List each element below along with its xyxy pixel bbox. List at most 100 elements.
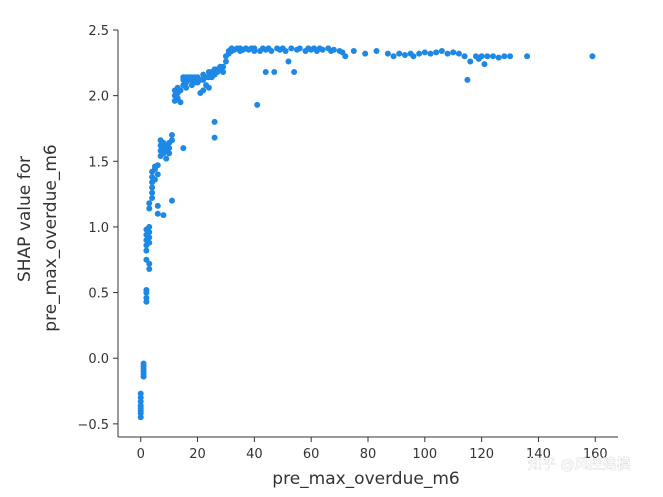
- data-point: [160, 212, 167, 219]
- data-point: [384, 50, 391, 57]
- data-point: [166, 145, 173, 152]
- data-point: [438, 48, 445, 55]
- x-tick-label: 20: [189, 447, 206, 462]
- data-point: [220, 63, 227, 70]
- y-tick-label: 1.5: [88, 155, 109, 170]
- data-point: [177, 99, 184, 106]
- data-point: [180, 145, 187, 152]
- data-point: [211, 134, 218, 141]
- data-point: [140, 360, 147, 367]
- data-point: [154, 202, 161, 209]
- data-point: [495, 54, 502, 61]
- data-point: [154, 171, 161, 178]
- y-tick-label: 2.5: [88, 24, 109, 39]
- y-ticks: −0.5 0.0 0.5 1.0 1.5 2.0 2.5: [77, 24, 118, 433]
- y-tick-label: 1.0: [88, 221, 109, 236]
- data-point: [455, 50, 462, 57]
- data-point: [416, 50, 423, 57]
- data-point: [254, 101, 261, 108]
- data-point: [220, 69, 227, 76]
- data-point: [319, 46, 326, 53]
- data-point: [143, 294, 150, 301]
- data-point: [427, 50, 434, 57]
- x-axis-title: pre_max_overdue_m6: [272, 469, 459, 489]
- data-point: [410, 53, 417, 60]
- data-point: [149, 184, 156, 191]
- data-point: [211, 118, 218, 125]
- data-point: [143, 247, 150, 254]
- data-point: [401, 51, 408, 58]
- data-point: [490, 53, 496, 60]
- y-axis-title-line-2: pre_max_overdue_m6: [41, 144, 61, 331]
- data-point: [362, 50, 369, 57]
- data-point: [168, 132, 175, 139]
- data-point: [282, 48, 289, 55]
- data-point: [268, 48, 275, 55]
- x-tick-label: 60: [303, 447, 320, 462]
- data-point: [146, 229, 153, 236]
- data-point: [146, 200, 153, 207]
- points-layer: [137, 45, 596, 421]
- data-point: [501, 53, 508, 60]
- x-ticks: 0 20 40 60 80 100 120 140 160: [137, 437, 608, 462]
- x-tick-label: 140: [526, 447, 551, 462]
- data-point: [288, 45, 295, 52]
- data-point: [262, 69, 269, 76]
- data-point: [163, 155, 170, 162]
- data-point: [222, 58, 229, 65]
- data-point: [296, 45, 303, 52]
- x-tick-label: 160: [583, 447, 608, 462]
- data-point: [433, 49, 440, 56]
- data-point: [177, 87, 184, 94]
- data-point: [151, 176, 158, 183]
- y-tick-label: 0.0: [88, 352, 109, 367]
- data-point: [149, 195, 156, 202]
- data-point: [390, 53, 397, 60]
- y-tick-label: 0.5: [88, 287, 109, 302]
- data-point: [342, 53, 349, 60]
- data-point: [291, 69, 298, 76]
- data-point: [146, 234, 153, 241]
- data-point: [464, 76, 471, 83]
- data-point: [507, 53, 514, 60]
- data-point: [484, 53, 491, 60]
- data-point: [154, 162, 161, 169]
- data-point: [461, 53, 468, 60]
- data-point: [146, 223, 153, 230]
- y-axis-title-line-1: SHAP value for: [15, 156, 35, 282]
- data-point: [251, 45, 258, 52]
- x-tick-label: 80: [360, 447, 377, 462]
- y-tick-label: −0.5: [77, 418, 109, 433]
- x-tick-label: 40: [246, 447, 263, 462]
- data-point: [467, 58, 474, 65]
- data-point: [350, 48, 357, 55]
- data-point: [330, 46, 337, 53]
- data-point: [205, 84, 212, 91]
- y-tick-label: 2.0: [88, 90, 109, 105]
- data-point: [285, 58, 292, 65]
- data-point: [271, 69, 278, 76]
- data-point: [168, 137, 175, 144]
- data-point: [154, 210, 161, 217]
- data-point: [373, 48, 380, 55]
- data-point: [481, 61, 488, 68]
- watermark-text: 知乎 @风控建模: [528, 456, 630, 473]
- x-tick-label: 120: [469, 447, 494, 462]
- data-point: [137, 390, 144, 397]
- data-point: [146, 265, 153, 272]
- x-tick-label: 0: [137, 447, 145, 462]
- data-point: [478, 53, 485, 60]
- data-point: [146, 260, 153, 267]
- data-point: [146, 239, 153, 246]
- data-point: [589, 53, 596, 60]
- data-point: [166, 150, 173, 157]
- data-point: [168, 197, 175, 204]
- data-point: [183, 84, 190, 91]
- data-point: [396, 50, 403, 57]
- data-point: [143, 286, 150, 293]
- data-point: [444, 50, 451, 57]
- data-point: [146, 205, 153, 212]
- data-point: [149, 189, 156, 196]
